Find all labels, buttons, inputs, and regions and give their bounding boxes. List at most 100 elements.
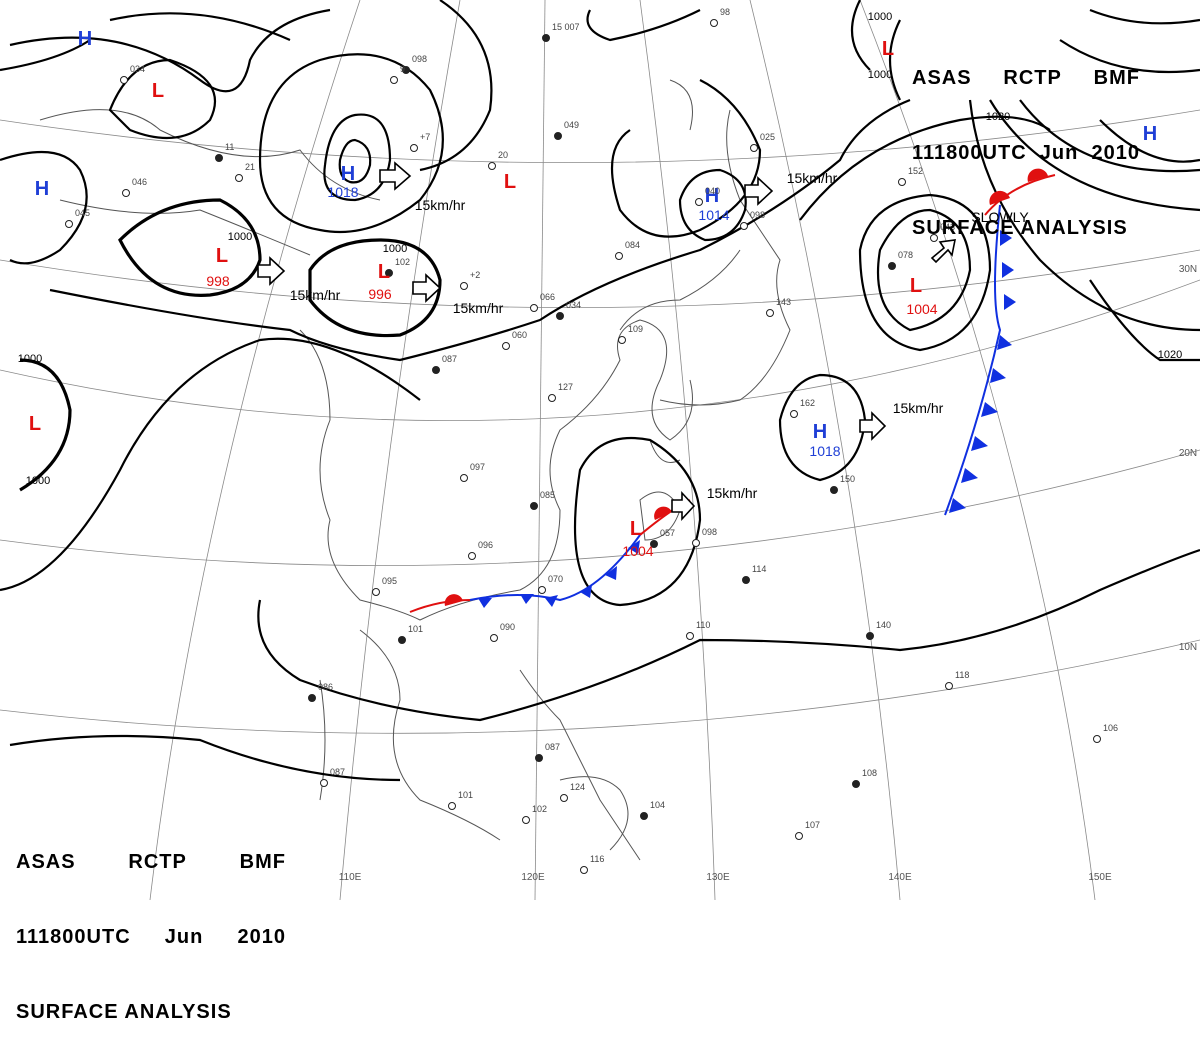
station-circle: [235, 174, 243, 182]
coastlines: [39, 79, 791, 861]
station-report: 102: [395, 257, 410, 267]
header-agency: ASAS: [912, 67, 972, 89]
station-report: 107: [805, 820, 820, 830]
station-circle: [650, 540, 658, 548]
station-circle: [766, 309, 774, 317]
station-report: 9: [400, 64, 405, 74]
station-circle: [522, 816, 530, 824]
station-report: 040: [705, 186, 720, 196]
station-report: 034: [566, 300, 581, 310]
station-report: 086: [318, 682, 333, 692]
station-report: 084: [625, 240, 640, 250]
low-center: L: [216, 245, 228, 267]
station-report: 21: [245, 162, 255, 172]
lon-label: 140E: [888, 872, 912, 883]
station-report: 078: [898, 250, 913, 260]
station-report: 098: [750, 210, 765, 220]
station-circle: [888, 262, 896, 270]
station-circle: [740, 222, 748, 230]
station-circle: [390, 76, 398, 84]
station-report: 106: [1103, 723, 1118, 733]
station-report: 152: [908, 166, 923, 176]
station-circle: [866, 632, 874, 640]
station-circle: [502, 342, 510, 350]
station-report: 087: [545, 742, 560, 752]
movement-label: 15km/hr: [453, 300, 504, 316]
station-report: 98: [720, 7, 730, 17]
center-pressure: 1014: [698, 207, 729, 223]
station-circle: [542, 34, 550, 42]
latitude-labels: 30N 20N 10N: [1179, 264, 1197, 653]
station-circle: [898, 178, 906, 186]
station-circle: [385, 269, 393, 277]
station-report: 109: [628, 324, 643, 334]
cold-front-east: [944, 204, 1016, 516]
station-circle: [695, 198, 703, 206]
station-circle: [460, 282, 468, 290]
station-report: 049: [564, 120, 579, 130]
header-line-1: ASAS RCTP BMF: [912, 66, 1140, 91]
station-report: 101: [458, 790, 473, 800]
station-report: 118: [955, 670, 969, 680]
movement-labels: 15km/hr 15km/hr 15km/hr 15km/hr 15km/hr 15km/…: [290, 170, 1030, 501]
movement-label: 15km/hr: [787, 170, 838, 186]
station-circle: [398, 636, 406, 644]
station-report: 098: [702, 527, 717, 537]
low-center: L: [504, 171, 516, 193]
chart-header-bottom-left: ASAS RCTP BMF 111800UTC Jun 2010 SURFACE…: [16, 800, 286, 1050]
station-report: 143: [776, 297, 791, 307]
header-month: Jun: [1039, 142, 1079, 164]
station-report: 140: [876, 620, 891, 630]
station-report: 104: [650, 800, 665, 810]
station-circle: [488, 162, 496, 170]
station-report: 108: [862, 768, 877, 778]
isobar-label: 1000: [868, 69, 892, 81]
station-report: 116: [590, 854, 604, 864]
station-circle: [852, 780, 860, 788]
station-report: 060: [512, 330, 527, 340]
lat-label: 30N: [1179, 264, 1197, 275]
station-report: 085: [540, 490, 555, 500]
station-circle: [686, 632, 694, 640]
station-circle: [320, 779, 328, 787]
station-report: +7: [420, 132, 430, 142]
station-circle: [122, 189, 130, 197]
movement-label: 15km/hr: [290, 287, 341, 303]
station-markers: [65, 19, 1101, 874]
footer-title: SURFACE ANALYSIS: [16, 1001, 232, 1023]
header-year: 2010: [1091, 142, 1140, 164]
station-circle: [460, 474, 468, 482]
footer-time: 111800UTC: [16, 926, 131, 948]
isobars: [0, 0, 1200, 782]
station-circle: [640, 812, 648, 820]
center-pressure: 996: [368, 286, 392, 302]
station-circle: [530, 304, 538, 312]
station-circle: [830, 486, 838, 494]
station-circle: [120, 76, 128, 84]
footer-line-1: ASAS RCTP BMF: [16, 850, 286, 875]
station-circle: [530, 502, 538, 510]
low-center: L: [910, 275, 922, 297]
chart-header-top-right: ASAS RCTP BMF 111800UTC Jun 2010 SURFACE…: [912, 16, 1140, 266]
header-station: RCTP: [1003, 67, 1062, 89]
station-circle: [556, 312, 564, 320]
station-circle: [308, 694, 316, 702]
station-report: 15 007: [552, 22, 580, 32]
lon-label: 130E: [706, 872, 730, 883]
station-circle: [580, 866, 588, 874]
station-report: 087: [330, 767, 345, 777]
footer-agency: ASAS: [16, 851, 76, 873]
station-circle: [930, 234, 938, 242]
station-circle: [432, 366, 440, 374]
warm-front-east: [984, 168, 1056, 216]
low-center: L: [152, 80, 164, 102]
center-pressure: 998: [206, 273, 230, 289]
station-circle: [215, 154, 223, 162]
station-report: 043: [940, 222, 955, 232]
station-circle: [402, 66, 410, 74]
high-center: H: [341, 163, 355, 185]
center-pressure: 1018: [809, 443, 840, 459]
movement-label: 15km/hr: [415, 197, 466, 213]
station-circle: [410, 144, 418, 152]
